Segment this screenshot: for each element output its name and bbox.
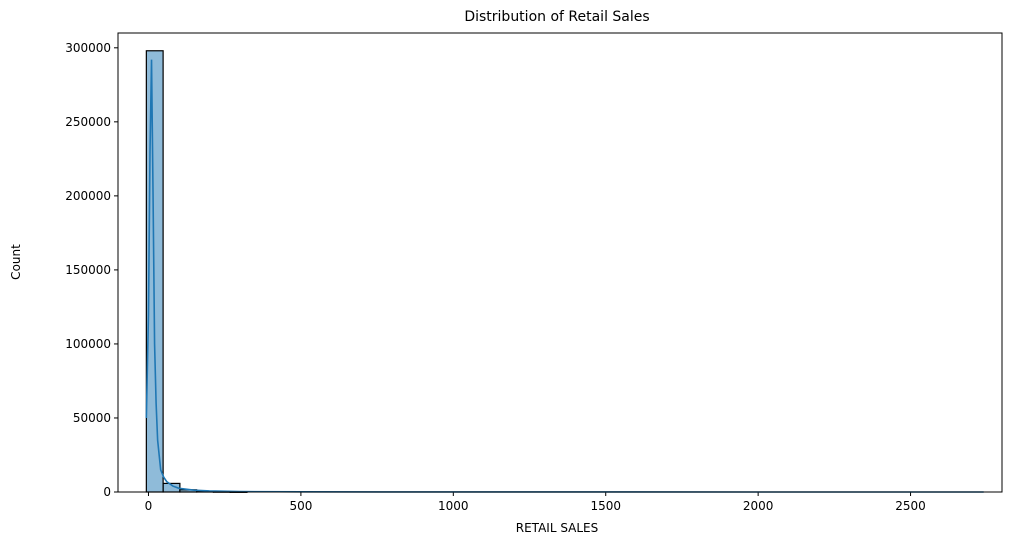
- y-tick-label: 300000: [65, 41, 111, 55]
- y-tick-label: 100000: [65, 337, 111, 351]
- y-tick-label: 150000: [65, 263, 111, 277]
- x-tick-label: 0: [145, 499, 153, 513]
- x-axis-ticks: 0 500 1000 1500 2000 2500: [145, 492, 926, 513]
- x-tick-label: 2500: [895, 499, 926, 513]
- x-tick-label: 500: [289, 499, 312, 513]
- y-tick-label: 250000: [65, 115, 111, 129]
- y-tick-label: 50000: [73, 411, 111, 425]
- y-axis-label: Count: [9, 244, 23, 280]
- x-tick-label: 1000: [438, 499, 469, 513]
- x-tick-label: 1500: [590, 499, 621, 513]
- x-axis-label: RETAIL SALES: [516, 521, 599, 535]
- plot-frame: [117, 32, 1003, 493]
- kde-curve: [145, 59, 984, 493]
- y-tick-label: 200000: [65, 189, 111, 203]
- x-tick-label: 2000: [743, 499, 774, 513]
- y-tick-label: 0: [103, 485, 111, 499]
- chart-title: Distribution of Retail Sales: [464, 9, 649, 25]
- y-axis-ticks: 0 50000 100000 150000 200000 250000 300000: [65, 41, 118, 499]
- histogram-bars: [145, 50, 248, 493]
